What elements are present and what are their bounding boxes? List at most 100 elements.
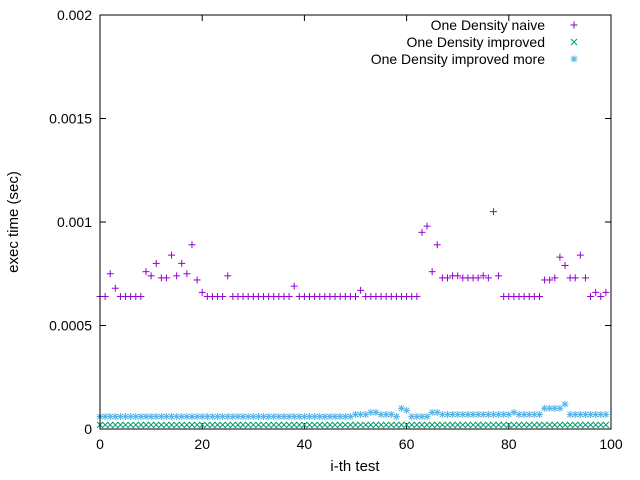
data-point [101, 421, 109, 429]
data-point [443, 274, 451, 282]
data-point [142, 268, 150, 276]
data-point [265, 421, 272, 429]
data-point [495, 272, 503, 280]
data-point [592, 411, 600, 419]
data-point [188, 421, 196, 429]
data-point [290, 282, 298, 290]
data-point [495, 421, 502, 429]
data-point [219, 421, 226, 429]
data-point [525, 421, 533, 429]
x-tick-label: 60 [399, 436, 415, 452]
data-point [505, 421, 513, 429]
data-point [203, 421, 211, 429]
data-point [449, 421, 456, 429]
data-point [326, 421, 334, 429]
data-point [546, 276, 554, 284]
data-point [301, 421, 308, 429]
data-point [244, 421, 252, 429]
data-point [219, 293, 227, 301]
data-point [556, 404, 564, 412]
data-point [546, 421, 554, 429]
data-point [173, 421, 181, 429]
data-point [101, 293, 109, 301]
y-tick-label: 0 [84, 421, 92, 437]
data-point [602, 288, 610, 296]
data-point [127, 421, 135, 429]
data-point [489, 208, 497, 216]
data-point [469, 421, 477, 429]
data-marks [96, 208, 610, 429]
data-point [306, 413, 314, 421]
data-point [474, 421, 482, 429]
data-point [147, 421, 155, 429]
data-point [408, 421, 416, 429]
data-point [295, 413, 303, 421]
data-point [433, 421, 441, 429]
data-point [592, 288, 600, 296]
data-point [300, 413, 308, 421]
data-point [101, 413, 109, 421]
data-point [173, 272, 181, 280]
data-point [111, 413, 119, 421]
data-point [536, 421, 543, 429]
data-point [234, 421, 242, 429]
data-point [336, 413, 344, 421]
data-point [249, 421, 257, 429]
data-point [541, 421, 548, 429]
series-1-points [96, 208, 610, 301]
data-point [106, 270, 114, 278]
data-point [510, 421, 518, 429]
data-point [587, 293, 595, 301]
data-point [576, 421, 584, 429]
data-point [592, 421, 600, 429]
data-point [433, 408, 441, 416]
data-point [316, 421, 324, 429]
data-point [352, 293, 359, 301]
data-point [321, 421, 329, 429]
data-point [183, 421, 191, 429]
data-point [541, 404, 549, 412]
data-point [275, 413, 283, 421]
legend-label: One Density naive [431, 17, 546, 33]
data-point [168, 421, 175, 429]
x-tick-label: 100 [599, 436, 623, 452]
x-tick-label: 80 [501, 436, 517, 452]
data-point [290, 421, 298, 429]
data-point [454, 272, 462, 280]
data-point [500, 421, 508, 429]
data-point [398, 421, 405, 429]
data-point [530, 421, 538, 429]
data-point [423, 421, 431, 429]
data-point [367, 421, 375, 429]
data-point [311, 421, 318, 429]
data-point [561, 261, 569, 269]
data-point [270, 421, 278, 429]
legend-marker [570, 38, 578, 46]
data-point [116, 413, 124, 421]
data-point [357, 421, 364, 429]
data-point [111, 421, 119, 429]
y-tick-label: 0.002 [57, 7, 92, 23]
data-point [515, 411, 523, 419]
data-point [576, 411, 584, 419]
data-point [464, 411, 472, 419]
data-point [393, 421, 400, 429]
data-point [535, 411, 543, 419]
data-point [535, 293, 543, 301]
data-point [249, 413, 257, 421]
y-tick-label: 0.001 [57, 214, 92, 230]
data-point [198, 413, 206, 421]
series-2-points [96, 421, 610, 429]
data-point [132, 421, 140, 429]
y-axis-label: exec time (sec) [5, 171, 22, 273]
data-point [372, 421, 380, 429]
data-point [433, 241, 441, 249]
data-point [137, 421, 145, 429]
data-point [147, 272, 155, 280]
data-point [561, 421, 569, 429]
data-point [157, 421, 165, 429]
data-point [474, 274, 482, 282]
data-point [413, 293, 421, 301]
data-point [193, 276, 201, 284]
data-point [357, 286, 365, 294]
